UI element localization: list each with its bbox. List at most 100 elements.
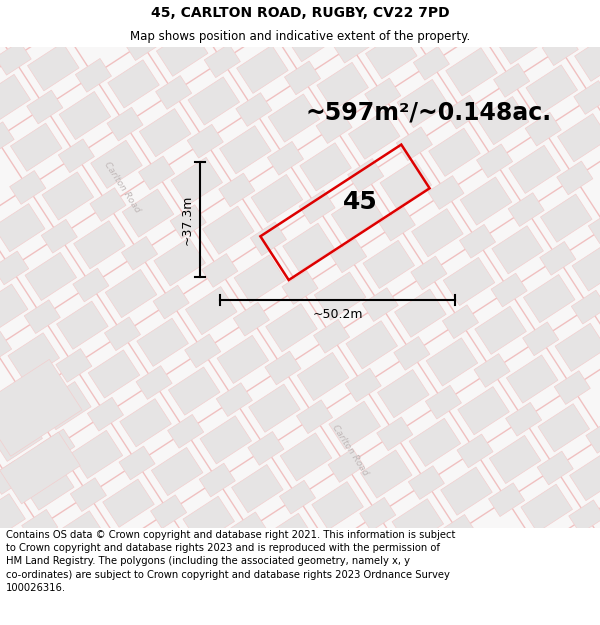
Polygon shape — [526, 65, 578, 113]
Polygon shape — [440, 467, 492, 515]
Polygon shape — [7, 380, 43, 414]
Polygon shape — [268, 141, 304, 175]
Polygon shape — [58, 139, 94, 172]
Polygon shape — [139, 156, 175, 190]
Polygon shape — [107, 107, 143, 141]
Polygon shape — [506, 355, 558, 403]
Polygon shape — [392, 499, 443, 547]
Polygon shape — [478, 96, 529, 144]
Polygon shape — [236, 92, 272, 126]
Polygon shape — [572, 243, 600, 291]
Polygon shape — [571, 290, 600, 324]
Polygon shape — [0, 41, 31, 75]
Polygon shape — [0, 461, 26, 494]
Polygon shape — [397, 79, 449, 128]
Polygon shape — [569, 500, 600, 534]
Polygon shape — [108, 60, 160, 108]
Polygon shape — [589, 210, 600, 244]
Polygon shape — [440, 514, 476, 548]
Polygon shape — [73, 268, 109, 302]
Polygon shape — [523, 322, 559, 356]
Polygon shape — [0, 494, 25, 542]
Polygon shape — [74, 221, 125, 269]
Polygon shape — [122, 189, 174, 237]
Polygon shape — [185, 334, 221, 367]
Polygon shape — [124, 27, 160, 61]
Polygon shape — [42, 172, 94, 220]
Text: ~597m²/~0.148ac.: ~597m²/~0.148ac. — [305, 100, 551, 124]
Polygon shape — [365, 78, 401, 112]
Polygon shape — [104, 317, 140, 351]
Polygon shape — [282, 271, 318, 304]
Polygon shape — [88, 398, 124, 431]
Polygon shape — [411, 256, 447, 290]
Polygon shape — [119, 446, 155, 480]
Polygon shape — [475, 306, 526, 354]
Polygon shape — [266, 304, 317, 352]
Polygon shape — [217, 335, 269, 384]
Polygon shape — [425, 385, 461, 419]
Polygon shape — [377, 417, 413, 451]
Polygon shape — [39, 429, 75, 462]
Polygon shape — [413, 46, 449, 80]
Polygon shape — [409, 466, 445, 499]
Polygon shape — [347, 159, 384, 192]
Polygon shape — [555, 323, 600, 371]
Polygon shape — [331, 191, 383, 240]
Polygon shape — [476, 144, 512, 177]
Polygon shape — [103, 479, 154, 528]
Polygon shape — [396, 127, 433, 161]
Polygon shape — [575, 33, 600, 81]
Polygon shape — [154, 238, 205, 286]
Polygon shape — [248, 384, 300, 432]
Polygon shape — [151, 448, 203, 496]
Polygon shape — [445, 95, 481, 129]
Polygon shape — [508, 192, 544, 226]
Polygon shape — [120, 399, 172, 447]
Text: ~50.2m: ~50.2m — [312, 308, 363, 321]
Polygon shape — [346, 321, 397, 369]
Polygon shape — [25, 253, 77, 301]
Polygon shape — [314, 272, 366, 320]
Text: Carlton Road: Carlton Road — [330, 423, 370, 477]
Polygon shape — [329, 401, 380, 449]
Polygon shape — [204, 44, 241, 78]
Polygon shape — [460, 177, 512, 225]
Polygon shape — [216, 382, 253, 416]
Polygon shape — [409, 418, 461, 466]
Polygon shape — [300, 142, 352, 191]
Polygon shape — [509, 145, 560, 194]
Polygon shape — [250, 222, 286, 256]
Polygon shape — [394, 336, 430, 370]
Polygon shape — [10, 123, 62, 171]
Polygon shape — [22, 509, 58, 543]
Polygon shape — [523, 274, 575, 322]
Polygon shape — [167, 414, 204, 448]
Polygon shape — [345, 368, 381, 402]
Polygon shape — [569, 452, 600, 501]
Polygon shape — [219, 173, 255, 207]
Polygon shape — [557, 161, 593, 195]
Polygon shape — [24, 300, 60, 334]
Polygon shape — [188, 77, 239, 125]
Polygon shape — [525, 112, 561, 146]
Polygon shape — [328, 449, 364, 482]
Polygon shape — [248, 431, 284, 465]
Polygon shape — [521, 484, 572, 532]
Polygon shape — [10, 171, 46, 204]
Polygon shape — [538, 404, 590, 452]
Polygon shape — [169, 367, 220, 415]
Polygon shape — [312, 482, 364, 530]
Polygon shape — [490, 436, 541, 484]
Polygon shape — [0, 122, 14, 156]
Polygon shape — [231, 512, 267, 546]
Polygon shape — [202, 254, 238, 288]
Polygon shape — [0, 359, 82, 456]
Polygon shape — [377, 369, 429, 418]
Polygon shape — [56, 349, 92, 382]
Polygon shape — [359, 498, 396, 531]
Polygon shape — [537, 451, 573, 485]
Polygon shape — [0, 331, 11, 365]
Polygon shape — [88, 350, 140, 398]
Polygon shape — [474, 354, 510, 388]
